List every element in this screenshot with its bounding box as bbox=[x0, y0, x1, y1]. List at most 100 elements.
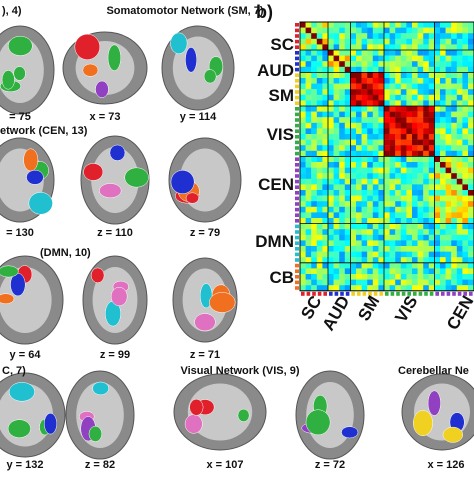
matrix-cell bbox=[418, 39, 424, 45]
matrix-cell bbox=[429, 224, 435, 230]
matrix-cell bbox=[311, 212, 317, 218]
network-blob bbox=[190, 399, 204, 415]
matrix-cell bbox=[418, 184, 424, 190]
matrix-cell bbox=[373, 224, 379, 230]
matrix-cell bbox=[339, 78, 345, 84]
matrix-cell bbox=[434, 173, 440, 179]
matrix-cell bbox=[412, 39, 418, 45]
matrix-cell bbox=[468, 201, 474, 207]
matrix-cell bbox=[468, 145, 474, 151]
matrix-cell bbox=[317, 207, 323, 213]
matrix-cell bbox=[317, 67, 323, 73]
matrix-cell bbox=[356, 218, 362, 224]
slice-label: x = 107 bbox=[206, 459, 243, 471]
matrix-cell bbox=[451, 44, 457, 50]
matrix-cell bbox=[451, 95, 457, 101]
matrix-cell bbox=[390, 100, 396, 106]
matrix-cell bbox=[334, 33, 340, 39]
matrix-cell bbox=[406, 106, 412, 112]
matrix-cell bbox=[434, 235, 440, 241]
matrix-cell bbox=[367, 168, 373, 174]
network-blob bbox=[75, 34, 100, 60]
matrix-cell bbox=[434, 179, 440, 185]
matrix-cell bbox=[462, 33, 468, 39]
matrix-cell bbox=[390, 145, 396, 151]
matrix-cell bbox=[350, 285, 356, 291]
matrix-cell bbox=[384, 106, 390, 112]
matrix-cell bbox=[350, 112, 356, 118]
matrix-cell bbox=[406, 268, 412, 274]
network-blob bbox=[8, 36, 32, 55]
matrix-cell bbox=[451, 168, 457, 174]
matrix-cell bbox=[345, 263, 351, 269]
matrix-cell bbox=[339, 151, 345, 157]
matrix-cell bbox=[429, 257, 435, 263]
panel-title: ), 4) bbox=[2, 5, 22, 17]
matrix-cell bbox=[322, 184, 328, 190]
network-tag bbox=[295, 135, 299, 139]
matrix-cell bbox=[440, 184, 446, 190]
matrix-cell bbox=[378, 201, 384, 207]
matrix-cell bbox=[384, 168, 390, 174]
matrix-cell bbox=[373, 61, 379, 67]
matrix-cell bbox=[462, 106, 468, 112]
matrix-cell bbox=[345, 112, 351, 118]
matrix-cell bbox=[362, 106, 368, 112]
matrix-cell bbox=[429, 89, 435, 95]
matrix-cell bbox=[367, 252, 373, 258]
matrix-cell bbox=[300, 67, 306, 73]
matrix-cell bbox=[350, 280, 356, 286]
matrix-cell bbox=[322, 196, 328, 202]
network-blob bbox=[89, 426, 102, 442]
matrix-cell bbox=[451, 212, 457, 218]
matrix-cell bbox=[322, 212, 328, 218]
matrix-cell bbox=[339, 235, 345, 241]
matrix-cell bbox=[367, 39, 373, 45]
matrix-cell bbox=[412, 56, 418, 62]
matrix-cell bbox=[384, 257, 390, 263]
matrix-cell bbox=[367, 22, 373, 28]
matrix-cell bbox=[378, 252, 384, 258]
matrix-cell bbox=[306, 162, 312, 168]
matrix-cell bbox=[429, 117, 435, 123]
matrix-cell bbox=[378, 151, 384, 157]
matrix-cell bbox=[334, 162, 340, 168]
matrix-cell bbox=[440, 123, 446, 129]
matrix-cell bbox=[373, 123, 379, 129]
matrix-cell bbox=[373, 190, 379, 196]
matrix-cell bbox=[345, 140, 351, 146]
matrix-cell bbox=[406, 67, 412, 73]
matrix-cell bbox=[412, 156, 418, 162]
matrix-cell bbox=[306, 123, 312, 129]
matrix-cell bbox=[367, 67, 373, 73]
matrix-cell bbox=[468, 257, 474, 263]
matrix-cell bbox=[306, 173, 312, 179]
matrix-cell bbox=[334, 285, 340, 291]
matrix-cell bbox=[362, 285, 368, 291]
matrix-cell bbox=[457, 268, 463, 274]
matrix-cell bbox=[373, 156, 379, 162]
matrix-cell bbox=[306, 61, 312, 67]
matrix-cell bbox=[384, 100, 390, 106]
matrix-cell bbox=[434, 95, 440, 101]
matrix-cell bbox=[401, 50, 407, 56]
matrix-cell bbox=[457, 44, 463, 50]
matrix-cell bbox=[418, 218, 424, 224]
matrix-cell bbox=[356, 22, 362, 28]
row-label: DMN bbox=[255, 232, 294, 251]
matrix-cell bbox=[317, 229, 323, 235]
matrix-cell bbox=[446, 84, 452, 90]
matrix-cell bbox=[462, 224, 468, 230]
matrix-cell bbox=[345, 61, 351, 67]
matrix-cell bbox=[328, 140, 334, 146]
matrix-cell bbox=[306, 39, 312, 45]
matrix-cell bbox=[423, 263, 429, 269]
matrix-cell bbox=[345, 72, 351, 78]
matrix-cell bbox=[395, 156, 401, 162]
matrix-cell bbox=[440, 207, 446, 213]
matrix-cell bbox=[378, 268, 384, 274]
matrix-cell bbox=[434, 218, 440, 224]
matrix-cell bbox=[350, 212, 356, 218]
matrix-cell bbox=[367, 229, 373, 235]
matrix-cell bbox=[423, 134, 429, 140]
